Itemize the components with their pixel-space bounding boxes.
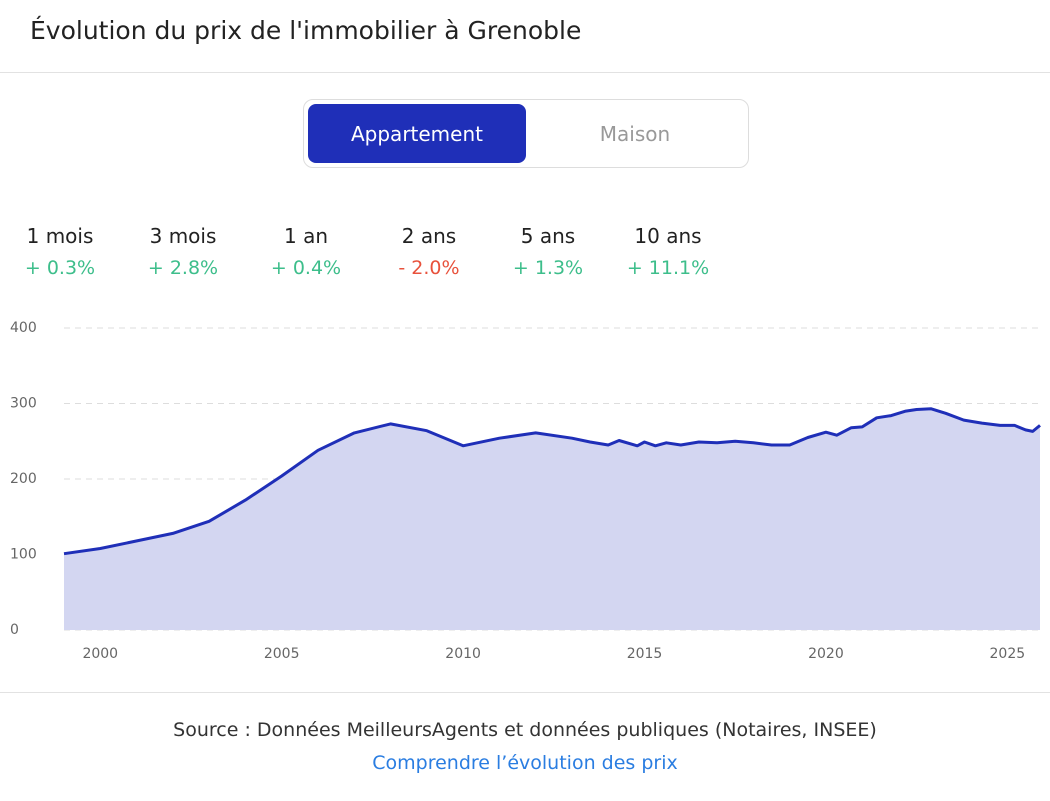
x-tick-label: 2015: [627, 646, 663, 662]
divider: [0, 692, 1050, 693]
toggle: Appartement Maison: [303, 99, 749, 168]
stat-label: 2 ans: [401, 224, 457, 248]
stat: 1 an + 0.4%: [256, 224, 356, 279]
stat-change: + 2.8%: [147, 257, 219, 279]
stat: 10 ans + 11.1%: [618, 224, 718, 279]
source: Source : Données MeilleursAgents et donn…: [173, 719, 877, 741]
stat-change: + 0.3%: [24, 257, 96, 279]
stat: 5 ans + 1.3%: [498, 224, 598, 279]
stat-label: 1 mois: [26, 224, 94, 248]
stat-change: - 2.0%: [398, 257, 460, 279]
x-tick-label: 2020: [808, 646, 844, 662]
tab-active[interactable]: Appartement: [308, 104, 526, 163]
area: [64, 408, 1040, 630]
stat-change: + 11.1%: [626, 257, 710, 279]
x-tick-label: 2025: [990, 646, 1026, 662]
y-tick-label: 100: [10, 547, 37, 563]
x-tick-label: 2000: [82, 646, 118, 662]
y-tick-label: 0: [10, 622, 19, 638]
line: [63, 407, 1041, 556]
chart: 0 100 200 300 400 2000 2005 2010 2015 2020 2025: [10, 320, 1041, 662]
title: Évolution du prix de l'immobilier à Gren…: [30, 16, 582, 45]
stat-label: 10 ans: [634, 224, 702, 248]
y-tick-label: 400: [10, 320, 37, 336]
stat-label: 5 ans: [520, 224, 576, 248]
y-tick-label: 200: [10, 471, 37, 487]
tab[interactable]: Maison: [599, 121, 671, 146]
stat: 1 mois + 0.3%: [10, 224, 110, 279]
stat: 3 mois + 2.8%: [133, 224, 233, 279]
x-tick-label: 2010: [445, 646, 481, 662]
stat-change: + 1.3%: [512, 257, 584, 279]
link[interactable]: Comprendre l’évolution des prix: [372, 752, 678, 774]
stat-label: 1 an: [283, 224, 328, 248]
stat-label: 3 mois: [149, 224, 217, 248]
x-tick-label: 2005: [264, 646, 300, 662]
stat-change: + 0.4%: [270, 257, 342, 279]
y-tick-label: 300: [10, 396, 37, 412]
stat: 2 ans - 2.0%: [379, 224, 479, 279]
divider: [0, 72, 1050, 73]
